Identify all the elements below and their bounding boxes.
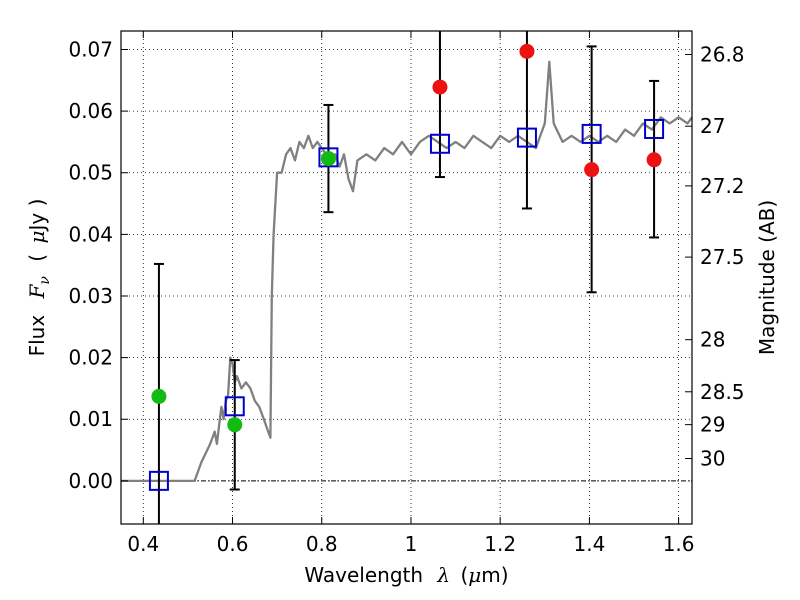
- observed-flux-point: [646, 152, 662, 168]
- right-tick-label: 29: [700, 413, 725, 437]
- model-photometry-square: [148, 470, 169, 491]
- y-tick-label: 0.07: [68, 37, 113, 61]
- right-tick-label: 30: [700, 446, 725, 470]
- plot-frame: [120, 30, 693, 525]
- x-tick-label: 1.6: [663, 532, 695, 556]
- observed-flux-point: [227, 417, 243, 433]
- right-axis-label: Magnitude (AB): [755, 200, 779, 355]
- x-tick-label: 1: [405, 532, 418, 556]
- right-tick-label: 28.5: [700, 380, 745, 404]
- errorbar-layer: [153, 31, 660, 524]
- model-photometry-square: [318, 147, 339, 168]
- x-axis-label: Wavelength λ (μm): [304, 563, 508, 587]
- x-tick-label: 0.8: [306, 532, 338, 556]
- y-tick-label: 0.03: [68, 284, 113, 308]
- right-tick-label: 27: [700, 114, 725, 138]
- model-photometry-square: [516, 127, 537, 148]
- model-photometry-square: [644, 118, 665, 139]
- observed-flux-point: [432, 79, 448, 95]
- x-tick-label: 1.2: [484, 532, 516, 556]
- observed-flux-point: [320, 151, 336, 167]
- observed-flux-point: [151, 388, 167, 404]
- observed-flux-point: [584, 162, 600, 178]
- y-tick-label: 0.01: [68, 407, 113, 431]
- model-spectrum-line: [121, 60, 693, 483]
- y-tick-label: 0.00: [68, 469, 113, 493]
- x-tick-label: 0.4: [127, 532, 159, 556]
- model-photometry-square: [224, 396, 245, 417]
- observed-points-layer: [151, 43, 662, 433]
- model-spectrum-layer: [121, 60, 693, 483]
- model-photometry-layer: [148, 118, 665, 491]
- observed-flux-point: [519, 43, 535, 59]
- model-photometry-square: [429, 133, 450, 154]
- right-tick-label: 27.5: [700, 245, 745, 269]
- y-tick-label: 0.04: [68, 222, 113, 246]
- x-tick-label: 1.4: [573, 532, 605, 556]
- right-tick-label: 27.2: [700, 174, 745, 198]
- y-tick-label: 0.02: [68, 346, 113, 370]
- right-tick-label: 28: [700, 328, 725, 352]
- y-axis-label: Flux Fν ( μJy ): [25, 199, 54, 357]
- x-tick-label: 0.6: [217, 532, 249, 556]
- right-tick-label: 26.8: [700, 42, 745, 66]
- y-tick-label: 0.06: [68, 99, 113, 123]
- model-photometry-square: [581, 123, 602, 144]
- y-tick-label: 0.05: [68, 161, 113, 185]
- tick-layer: 0.4 0.6 0.8 1 1.2 1.4 1.6 0.00 0.01 0.02 0.03 0.04 0…: [68, 31, 745, 556]
